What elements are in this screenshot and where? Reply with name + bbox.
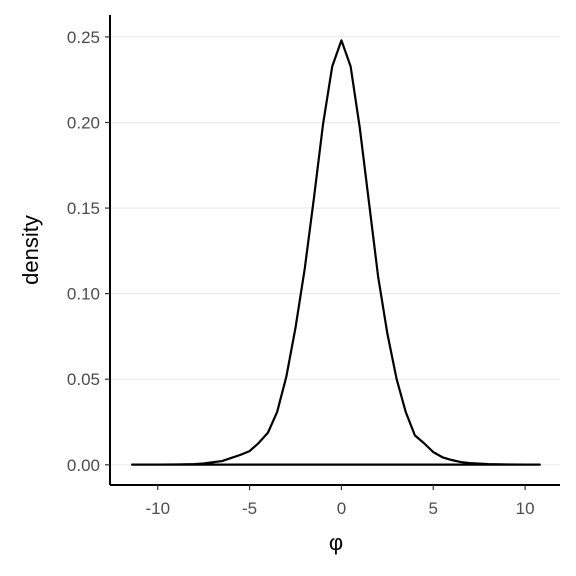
density-curve [130,39,541,466]
x-axis-title: φ [329,530,343,555]
y-tick-label: 0.05 [67,370,100,389]
y-tick-label: 0.25 [67,28,100,47]
series-layer [130,39,541,466]
x-axis-ticks: -10 -5 0 5 10 [145,485,535,518]
y-axis-title: density [18,215,43,285]
y-tick-label: 0.00 [67,456,100,475]
y-tick-label: 0.15 [67,199,100,218]
x-tick-label: 5 [429,499,438,518]
x-tick-label: -5 [242,499,257,518]
x-tick-label: -10 [145,499,170,518]
y-axis-ticks: 0.00 0.05 0.10 0.15 0.20 0.25 [67,28,110,475]
gridlines [110,36,560,466]
x-tick-label: 10 [516,499,535,518]
x-tick-label: 0 [337,499,346,518]
y-tick-label: 0.10 [67,285,100,304]
y-tick-label: 0.20 [67,113,100,132]
